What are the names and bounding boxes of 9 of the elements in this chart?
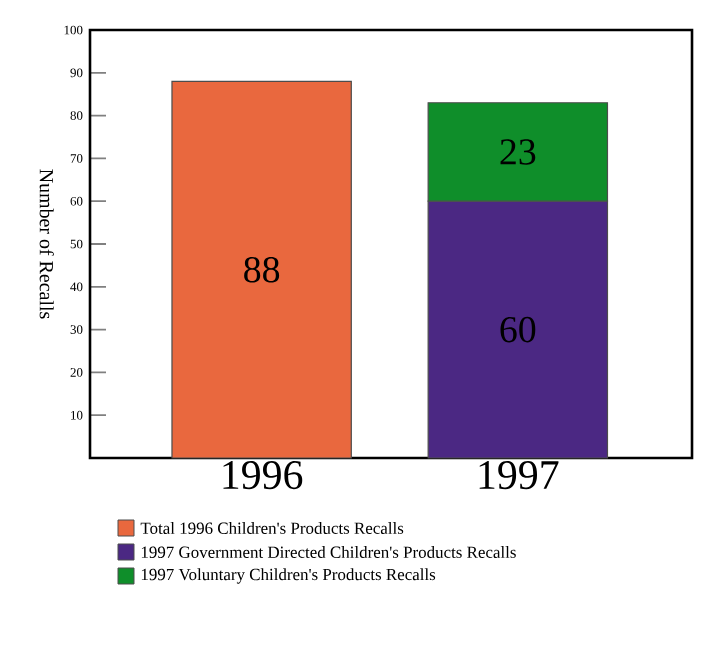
legend-label: 1997 Government Directed Children's Products Recalls — [141, 546, 516, 558]
data-label: 88 — [244, 256, 280, 283]
data-label: 23 — [500, 139, 536, 165]
legend-label: Total 1996 Children's Products Recalls — [140, 522, 404, 534]
x-tick-label: 1996 — [223, 461, 303, 490]
y-axis-title: Number of Recalls — [39, 169, 54, 319]
data-label: 60 — [500, 316, 536, 343]
legend-label: 1997 Voluntary Children's Products Recalls — [141, 568, 436, 584]
x-tick-label: 1997 — [479, 461, 559, 490]
